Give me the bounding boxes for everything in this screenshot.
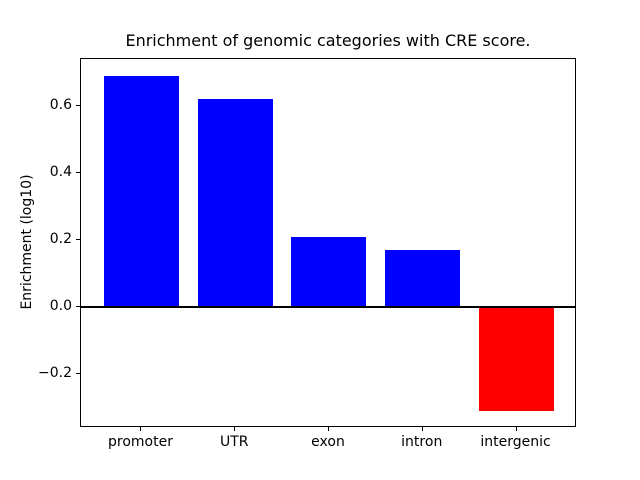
zero-line	[81, 306, 575, 309]
x-tick-mark	[328, 427, 329, 431]
y-tick-label: 0.6	[49, 96, 72, 113]
bar-intergenic	[479, 307, 555, 412]
bar-promoter	[103, 75, 179, 308]
x-tick-label-promoter: promoter	[107, 434, 173, 450]
chart-title: Enrichment of genomic categories with CR…	[125, 31, 531, 50]
x-tick-label-intron: intron	[401, 434, 443, 450]
x-tick-mark	[234, 427, 236, 431]
y-tick-label: 0.2	[49, 231, 72, 248]
x-tick-label-exon: exon	[311, 434, 345, 450]
x-tick-mark	[515, 427, 517, 431]
bar-exon	[291, 236, 367, 308]
x-tick-label-intergenic: intergenic	[480, 434, 551, 450]
y-tick-label: −0.2	[38, 365, 72, 382]
y-tick-mark	[76, 104, 80, 106]
bar-UTR	[197, 99, 273, 308]
y-tick-label: 0.4	[49, 164, 72, 181]
x-tick-mark	[421, 427, 423, 431]
x-tick-mark	[140, 427, 142, 431]
y-tick-mark	[76, 373, 80, 375]
x-tick-label-UTR: UTR	[219, 434, 249, 450]
y-tick-mark	[76, 239, 80, 241]
y-tick-mark	[76, 172, 80, 174]
y-tick-mark	[76, 306, 80, 308]
bar-intron	[385, 250, 461, 308]
plot-area	[80, 58, 576, 427]
y-tick-label: 0.0	[49, 298, 72, 315]
